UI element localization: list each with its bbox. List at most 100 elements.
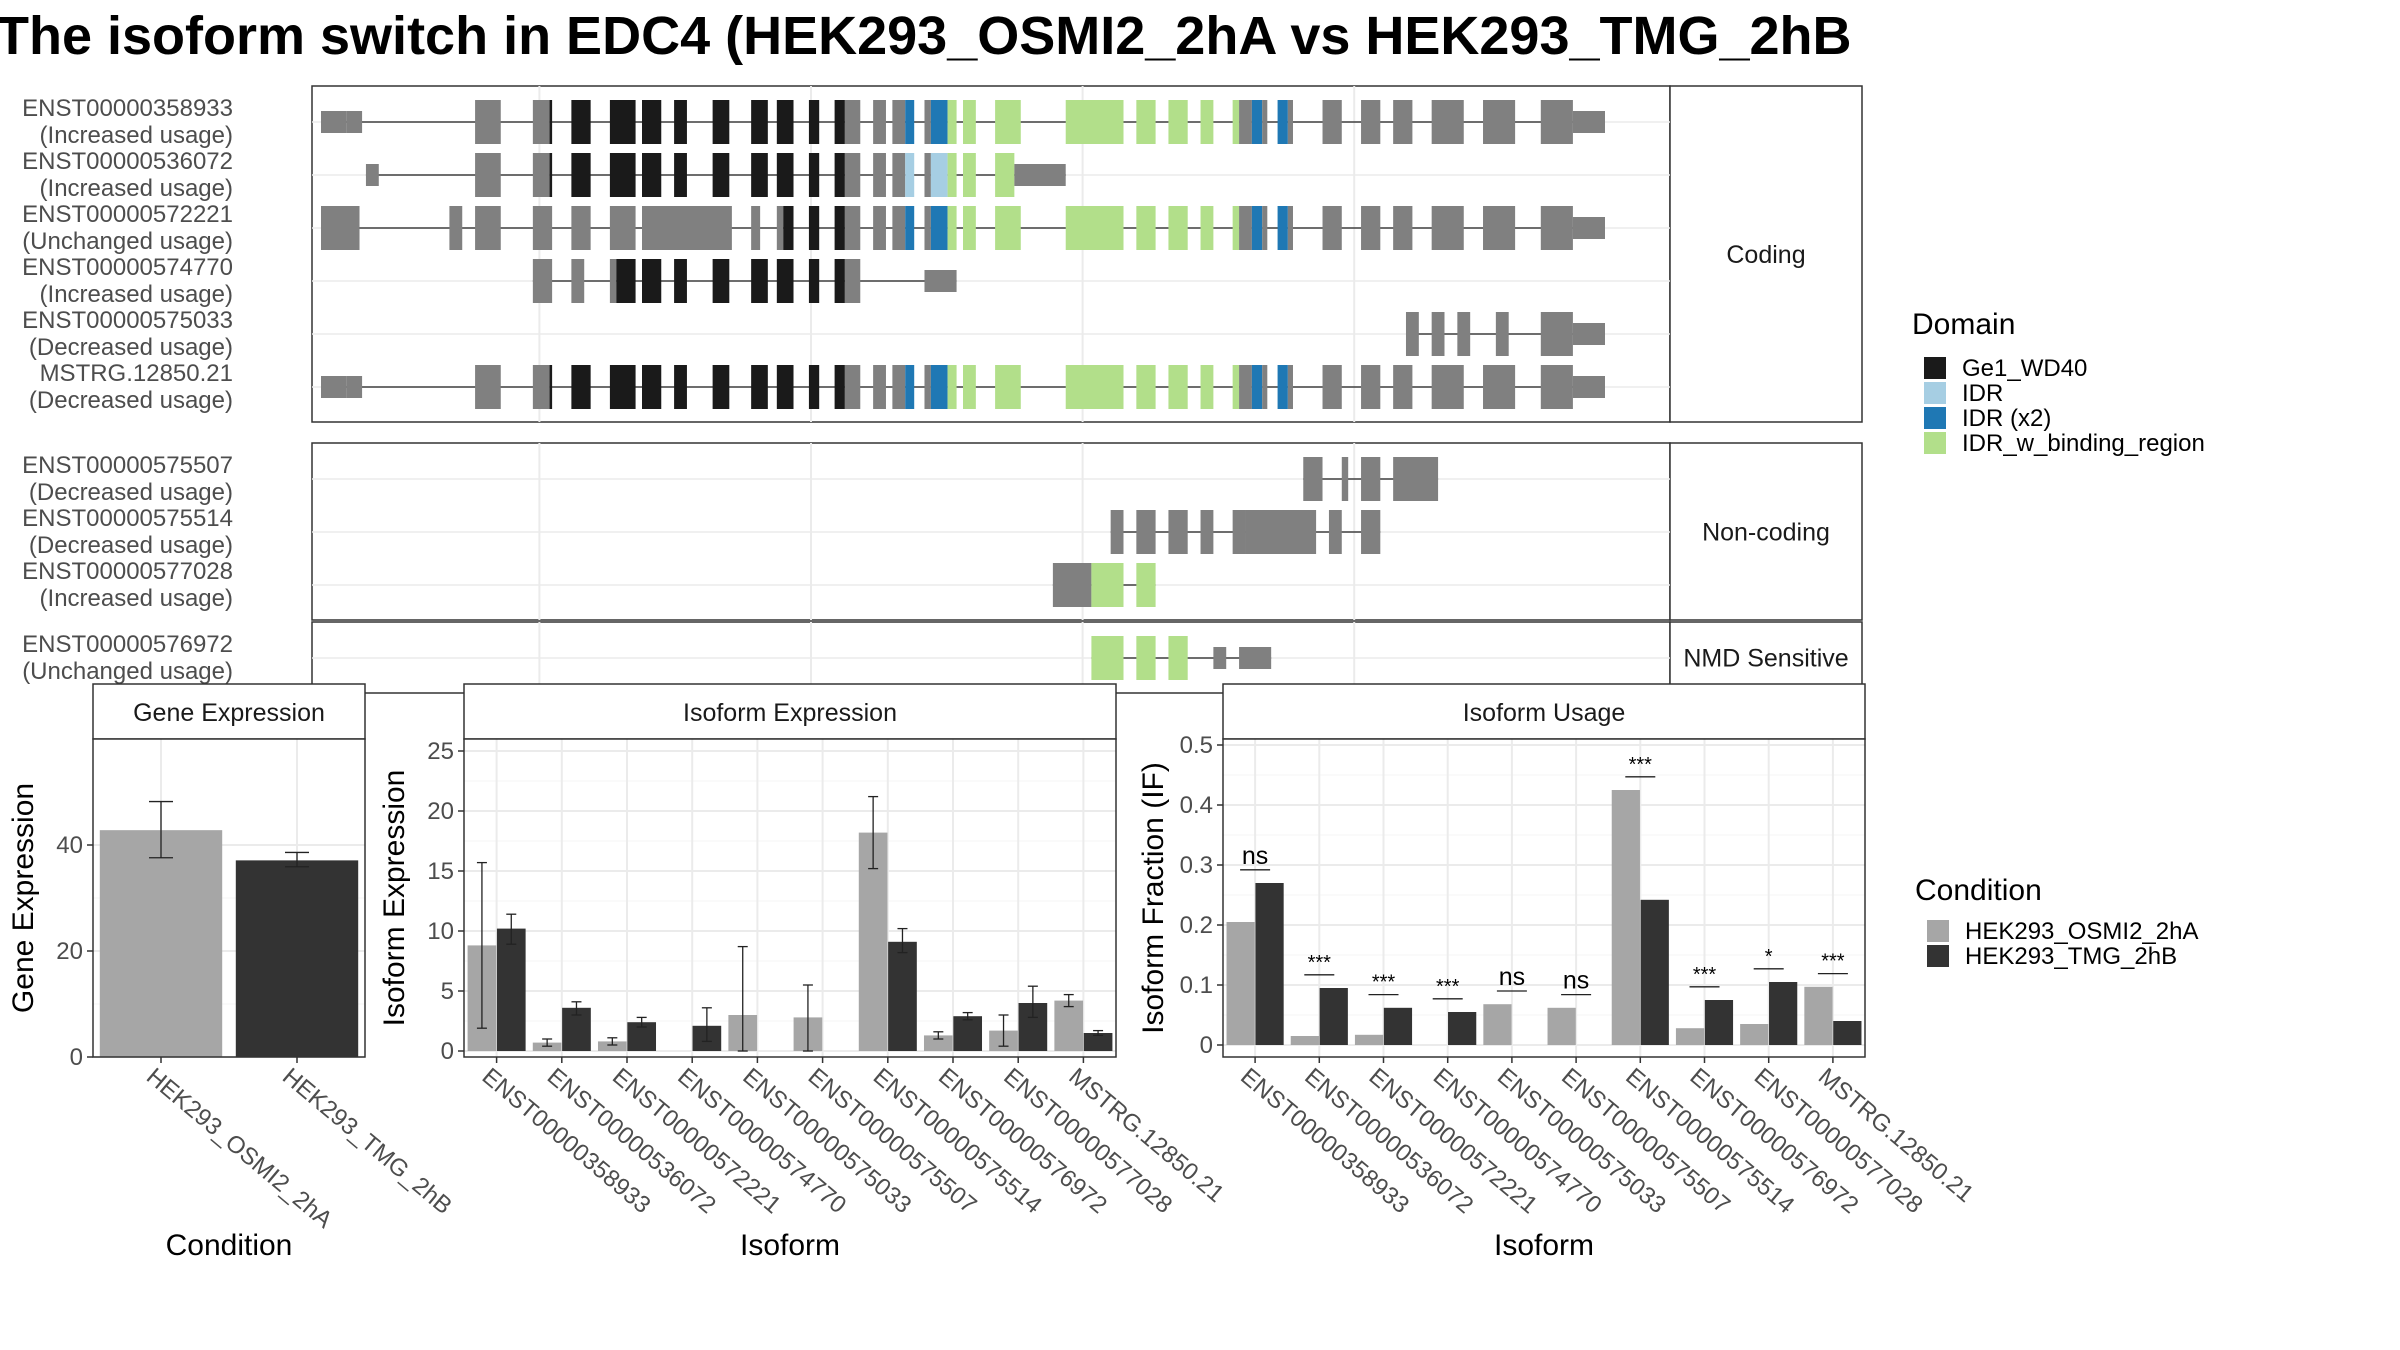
- domain-block: [642, 100, 662, 144]
- significance-label: ns: [1242, 842, 1268, 870]
- data-bar: [235, 860, 359, 1057]
- exon-block: [321, 376, 347, 398]
- exon-block: [571, 259, 585, 303]
- data-bar: [1483, 1004, 1512, 1045]
- domain-block: [834, 259, 845, 303]
- domain-block: [712, 153, 730, 197]
- domain-block: [751, 153, 768, 197]
- exon-block: [873, 100, 886, 144]
- exon-block: [1232, 510, 1246, 554]
- figure-title: The isoform switch in EDC4 (HEK293_OSMI2…: [0, 6, 1852, 66]
- domain-block: [674, 259, 687, 303]
- exon-block: [1239, 647, 1272, 669]
- exon-block: [609, 259, 617, 303]
- exon-block: [475, 365, 501, 409]
- condition-legend-label: HEK293_TMG_2hB: [1965, 943, 2177, 970]
- structure-strip: [1669, 621, 1863, 694]
- data-bar: [1448, 1012, 1477, 1045]
- condition-legend-label: HEK293_OSMI2_2hA: [1965, 918, 2198, 945]
- exon-block: [873, 365, 886, 409]
- exon-block: [924, 365, 931, 409]
- exon-block: [1540, 312, 1573, 356]
- domain-block: [776, 100, 794, 144]
- structure-strip-label: Coding: [1726, 241, 1805, 269]
- domain-block: [1136, 563, 1156, 607]
- exon-block: [892, 153, 906, 197]
- domain-block: [751, 100, 768, 144]
- structure-panel-frame: [311, 85, 1671, 423]
- domain-block: [1277, 100, 1288, 144]
- domain-block: [642, 153, 662, 197]
- domain-block: [1136, 100, 1156, 144]
- exon-block: [1540, 100, 1573, 144]
- domain-block: [609, 153, 636, 197]
- domain-block: [1091, 563, 1124, 607]
- exon-block: [1262, 100, 1268, 144]
- exon-block: [844, 153, 861, 197]
- data-bar: [496, 928, 526, 1051]
- domain-block: [963, 153, 976, 197]
- domain-block: [642, 365, 662, 409]
- y-tick-label: 0.3: [1180, 852, 1213, 879]
- exon-block: [365, 164, 379, 186]
- isoform-id-label: ENST00000358933: [22, 95, 233, 122]
- domain-block: [1065, 206, 1124, 250]
- exon-block: [776, 206, 784, 250]
- chart-strip: [1222, 683, 1866, 740]
- domain-legend-swatch: [1924, 407, 1946, 429]
- transcript-structure-panels: Coding ENST00000358933(Increased usage) EN…: [22, 85, 1863, 694]
- data-bar: [1640, 899, 1669, 1045]
- data-bar: [888, 941, 917, 1051]
- exon-block: [1239, 100, 1252, 144]
- isoform-usage-label: (Increased usage): [40, 122, 233, 149]
- domain-legend-label: IDR (x2): [1962, 405, 2051, 432]
- domain-block: [808, 100, 820, 144]
- y-tick-label: 15: [427, 858, 454, 885]
- significance-label: ***: [1821, 951, 1845, 973]
- data-bar: [1704, 1000, 1734, 1045]
- domain-block: [930, 153, 948, 197]
- exon-block: [1287, 206, 1293, 250]
- isoform-id-label: ENST00000576972: [22, 631, 233, 658]
- domain-block: [834, 100, 845, 144]
- exon-block: [1572, 111, 1605, 133]
- data-bar: [1354, 1034, 1384, 1045]
- exon-block: [1322, 206, 1342, 250]
- isoform-track: ENST00000574770(Increased usage): [22, 254, 1670, 308]
- domain-block: [751, 365, 768, 409]
- chart-strip: [463, 683, 1117, 740]
- exon-block: [1495, 312, 1509, 356]
- structure-strip-label: Non-coding: [1702, 519, 1830, 547]
- domain-block: [549, 100, 553, 144]
- exon-block: [1287, 100, 1293, 144]
- y-axis-title: Gene Expression: [7, 783, 40, 1013]
- structure-strip-label: NMD Sensitive: [1683, 645, 1848, 673]
- exon-block: [844, 365, 861, 409]
- significance-label: ***: [1372, 972, 1396, 994]
- domain-block: [963, 365, 976, 409]
- y-axis-title: Isoform Fraction (IF): [1137, 762, 1170, 1034]
- domain-block: [1251, 100, 1263, 144]
- exon-block: [924, 100, 931, 144]
- y-tick-label: 40: [56, 832, 83, 859]
- exon-block: [571, 206, 591, 250]
- exon-block: [1361, 206, 1381, 250]
- isoform-track: ENST00000572221(Unchanged usage): [22, 201, 1670, 255]
- exon-block: [475, 100, 501, 144]
- exon-block: [1014, 164, 1066, 186]
- exon-block: [751, 206, 761, 250]
- isoform-track: ENST00000576972(Unchanged usage): [22, 631, 1670, 685]
- exon-block: [1572, 376, 1605, 398]
- domain-block: [776, 259, 794, 303]
- exon-block: [1457, 312, 1471, 356]
- domain-block: [834, 365, 845, 409]
- domain-block: [1168, 100, 1188, 144]
- domain-block: [712, 100, 730, 144]
- x-axis-title: Condition: [166, 1229, 293, 1262]
- exon-block: [1540, 206, 1573, 250]
- exon-block: [475, 206, 501, 250]
- exon-block: [1052, 563, 1092, 607]
- exon-block: [1239, 365, 1252, 409]
